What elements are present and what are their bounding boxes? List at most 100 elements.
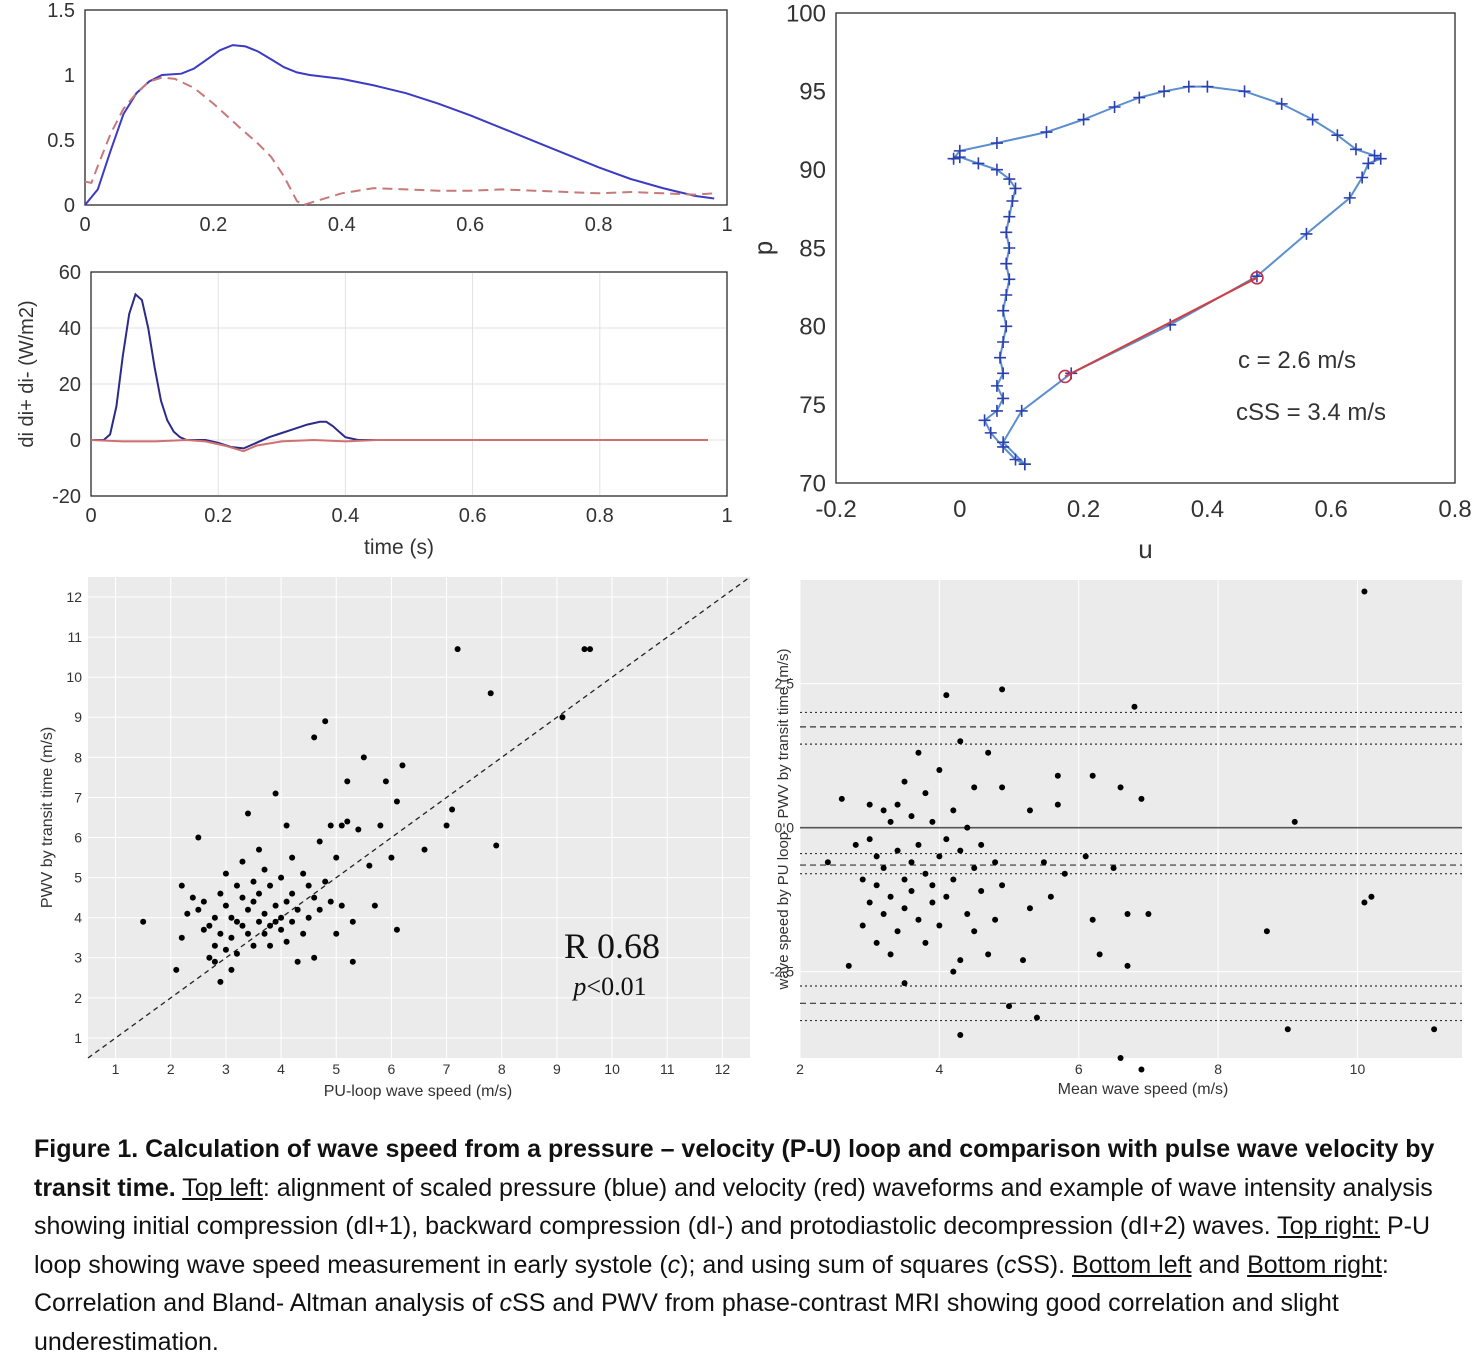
data-point <box>581 646 588 653</box>
data-point <box>887 893 894 900</box>
data-point <box>992 859 999 866</box>
data-point <box>250 878 257 885</box>
plus-marker <box>1000 226 1013 239</box>
plus-marker <box>997 436 1010 449</box>
plus-marker <box>1331 129 1344 142</box>
y-tick-label: 9 <box>74 709 82 725</box>
data-point <box>195 906 202 913</box>
x-tick-label: 0.6 <box>456 214 484 236</box>
identity-line <box>87 576 751 1059</box>
plus-marker <box>1003 242 1016 254</box>
plus-marker <box>1275 97 1288 110</box>
data-point <box>978 887 985 894</box>
data-point <box>278 926 285 933</box>
data-point <box>493 842 500 849</box>
data-point <box>859 922 866 929</box>
data-point <box>1040 859 1047 866</box>
caption-css-rest: SS <box>1016 1250 1050 1279</box>
data-point <box>894 801 901 808</box>
data-point <box>1131 703 1138 710</box>
plus-marker <box>1201 80 1214 93</box>
x-tick-label: 0.6 <box>1315 496 1348 523</box>
plus-marker <box>1182 80 1195 93</box>
data-point <box>311 734 318 741</box>
data-point <box>233 950 240 957</box>
plus-marker <box>997 367 1010 380</box>
plot-area <box>84 9 728 206</box>
data-point <box>349 958 356 965</box>
data-point <box>908 887 915 894</box>
data-point <box>360 754 367 761</box>
plus-marker <box>990 163 1003 176</box>
data-point <box>866 801 873 808</box>
data-point <box>845 962 852 969</box>
data-point <box>189 894 196 901</box>
data-point <box>366 862 373 869</box>
waveform-panel: 0 0.2 0.4 0.6 0.8 1 0 0.5 1 1.5 <box>47 0 732 236</box>
axes-frame <box>90 271 728 497</box>
plus-marker <box>1003 273 1016 286</box>
data-point <box>261 930 268 937</box>
data-point <box>244 810 251 817</box>
data-point <box>244 930 251 937</box>
x-tick-label: 5 <box>332 1061 340 1077</box>
data-point <box>873 853 880 860</box>
data-point <box>999 784 1006 791</box>
data-point <box>936 767 943 774</box>
caption-bottom-right-text: : Correlation and Bland- Altman analysis… <box>34 1250 1389 1318</box>
data-point <box>283 938 290 945</box>
data-point <box>922 939 929 946</box>
x-tick-label: 0.2 <box>204 505 232 527</box>
plus-marker <box>1133 91 1146 104</box>
data-point <box>178 882 185 889</box>
y-tick-label: 2 <box>74 990 82 1006</box>
data-point <box>233 882 240 889</box>
x-tick-label: 6 <box>388 1061 396 1077</box>
x-tick-label: 0.2 <box>199 214 227 236</box>
caption-css-c-italic: c <box>1003 1250 1017 1279</box>
data-point <box>964 824 971 831</box>
plus-marker <box>1306 113 1319 126</box>
data-point <box>371 902 378 909</box>
data-point <box>327 898 334 905</box>
data-point <box>887 951 894 958</box>
plus-marker <box>1158 85 1171 98</box>
x-axis-label: Mean wave speed (m/s) <box>1058 1081 1229 1098</box>
y-axis-label: PWV by transit time (m/s) <box>39 727 56 908</box>
y-tick-label: 40 <box>59 318 81 340</box>
data-point <box>1089 772 1096 779</box>
data-point <box>344 778 351 785</box>
data-point <box>217 978 224 985</box>
data-point <box>999 686 1006 693</box>
data-point <box>929 818 936 825</box>
x-tick-label: 0.4 <box>331 505 359 527</box>
plus-marker <box>1374 152 1387 165</box>
x-tick-label: 11 <box>660 1061 675 1077</box>
plus-marker <box>1108 101 1121 113</box>
y-tick-label: 4 <box>74 910 82 926</box>
plus-marker <box>1040 126 1053 139</box>
data-point <box>922 870 929 877</box>
data-point <box>943 893 950 900</box>
data-point <box>1138 1066 1145 1073</box>
x-tick-label: 0 <box>85 505 96 527</box>
fit-endpoint-marker <box>1250 270 1264 285</box>
data-point <box>950 807 957 814</box>
data-point <box>388 854 395 861</box>
data-point <box>901 876 908 883</box>
data-point <box>1145 911 1152 918</box>
data-point <box>377 822 384 829</box>
data-point <box>957 738 964 745</box>
pressure-line <box>84 44 715 206</box>
data-point <box>824 859 831 866</box>
x-tick-label: 0.8 <box>585 214 613 236</box>
plus-marker <box>1368 149 1381 162</box>
data-point <box>1026 807 1033 814</box>
y-tick-label: 1 <box>64 65 75 87</box>
plus-marker <box>984 426 997 439</box>
data-point <box>1061 870 1068 877</box>
data-point <box>393 926 400 933</box>
data-point <box>261 910 268 917</box>
data-point <box>880 911 887 918</box>
caption-top-left-label: Top left <box>182 1173 263 1202</box>
